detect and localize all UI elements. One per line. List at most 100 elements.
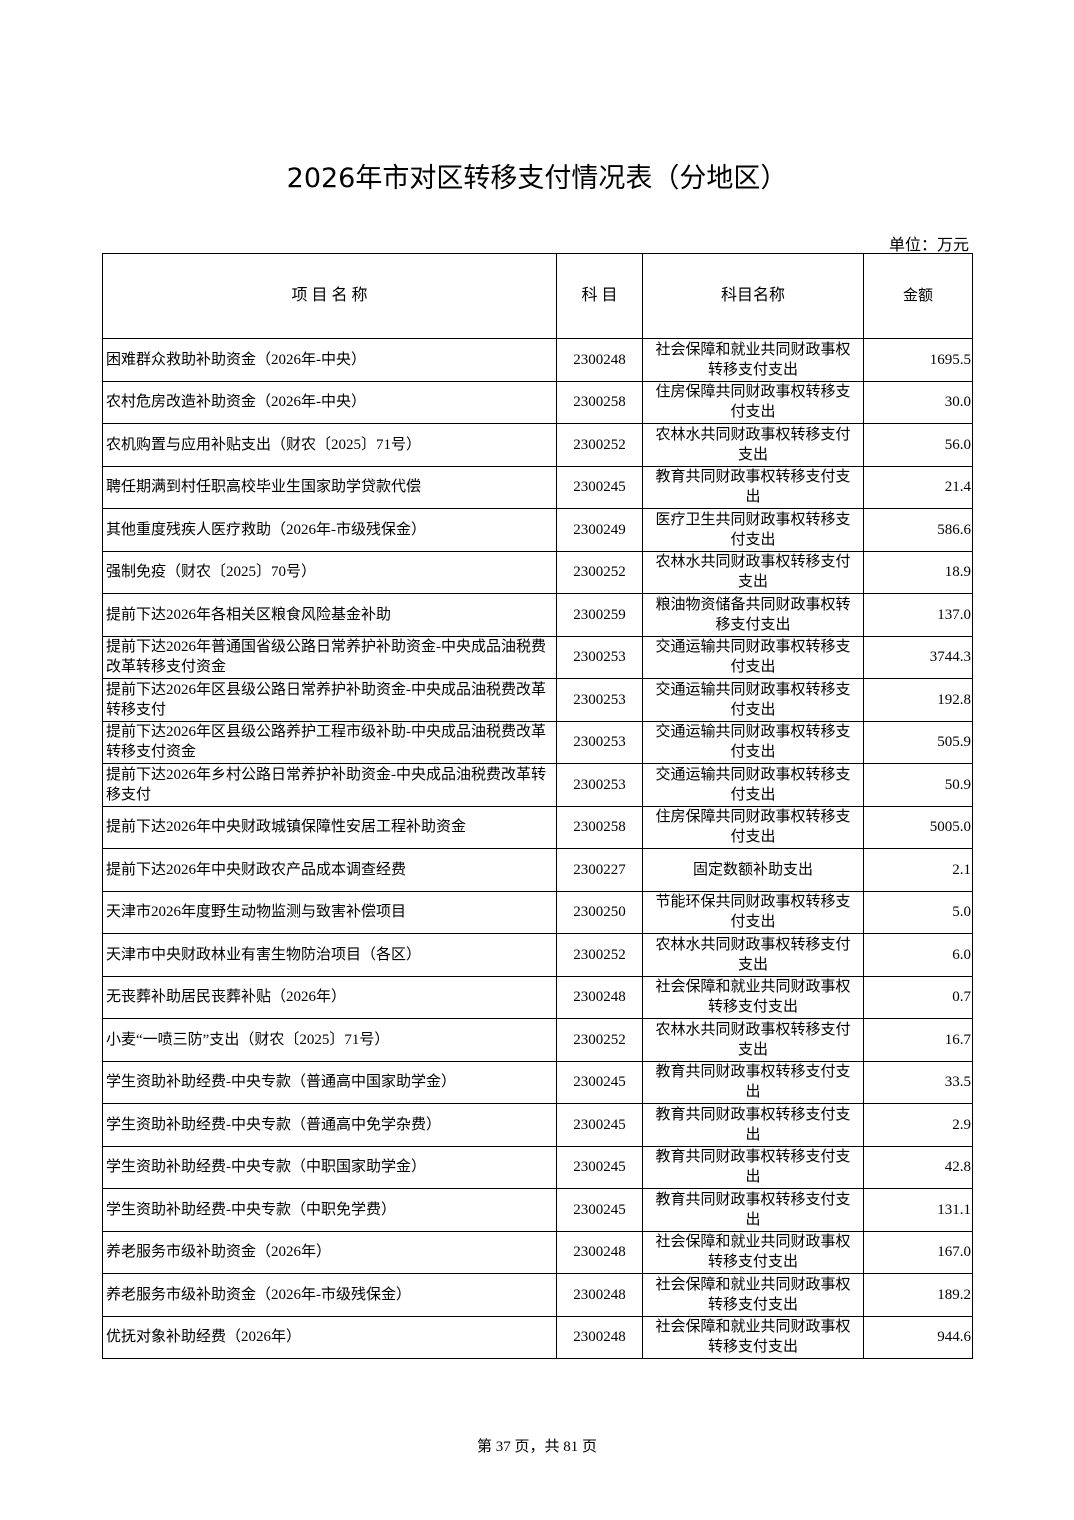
- project-name-cell: 提前下达2026年普通国省级公路日常养护补助资金-中央成品油税费改革转移支付资金: [102, 635, 557, 679]
- subject-name-cell: 交通运输共同财政事权转移支付支出: [642, 635, 864, 679]
- subject-code-cell: 2300253: [556, 678, 643, 722]
- table-row: 提前下达2026年乡村公路日常养护补助资金-中央成品油税费改革转移支付 23002…: [102, 763, 973, 807]
- table-row: 提前下达2026年区县级公路日常养护补助资金-中央成品油税费改革转移支付 2300…: [102, 678, 973, 722]
- subject-code-cell: 2300258: [556, 380, 643, 424]
- subject-name-cell: 节能环保共同财政事权转移支付支出: [642, 890, 864, 934]
- subject-name-cell: 教育共同财政事权转移支付支出: [642, 1103, 864, 1147]
- project-name-cell: 学生资助补助经费-中央专款（普通高中免学杂费）: [102, 1103, 557, 1147]
- amount-cell: 50.9: [863, 763, 973, 807]
- subject-code-cell: 2300248: [556, 1273, 643, 1317]
- subject-name-cell: 交通运输共同财政事权转移支付支出: [642, 763, 864, 807]
- project-name-cell: 提前下达2026年各相关区粮食风险基金补助: [102, 593, 557, 637]
- table-row: 学生资助补助经费-中央专款（普通高中国家助学金） 2300245 教育共同财政事权转…: [102, 1060, 973, 1104]
- subject-code-cell: 2300248: [556, 338, 643, 382]
- amount-cell: 167.0: [863, 1230, 973, 1274]
- amount-cell: 944.6: [863, 1315, 973, 1359]
- project-name-cell: 优抚对象补助经费（2026年）: [102, 1315, 557, 1359]
- table-row: 养老服务市级补助资金（2026年） 2300248 社会保障和就业共同财政事权转移支…: [102, 1230, 973, 1274]
- table-row: 天津市中央财政林业有害生物防治项目（各区） 2300252 农林水共同财政事权转移支…: [102, 933, 973, 977]
- amount-cell: 1695.5: [863, 338, 973, 382]
- amount-cell: 30.0: [863, 380, 973, 424]
- table-row: 提前下达2026年区县级公路养护工程市级补助-中央成品油税费改革转移支付资金 23…: [102, 720, 973, 764]
- table-row: 其他重度残疾人医疗救助（2026年-市级残保金） 2300249 医疗卫生共同财政事…: [102, 508, 973, 552]
- table-row: 学生资助补助经费-中央专款（普通高中免学杂费） 2300245 教育共同财政事权转移…: [102, 1103, 973, 1147]
- project-name-cell: 农村危房改造补助资金（2026年-中央）: [102, 380, 557, 424]
- project-name-cell: 天津市2026年度野生动物监测与致害补偿项目: [102, 890, 557, 934]
- header-project-name: 项 目 名 称: [102, 253, 557, 339]
- table-row: 聘任期满到村任职高校毕业生国家助学贷款代偿 2300245 教育共同财政事权转移支付…: [102, 465, 973, 509]
- subject-name-cell: 固定数额补助支出: [642, 848, 864, 892]
- subject-code-cell: 2300252: [556, 423, 643, 467]
- project-name-cell: 学生资助补助经费-中央专款（中职免学费）: [102, 1188, 557, 1232]
- table-row: 小麦“一喷三防”支出（财农〔2025〕71号） 2300252 农林水共同财政事权转…: [102, 1018, 973, 1062]
- subject-name-cell: 交通运输共同财政事权转移支付支出: [642, 720, 864, 764]
- subject-code-cell: 2300253: [556, 763, 643, 807]
- subject-code-cell: 2300250: [556, 890, 643, 934]
- amount-cell: 131.1: [863, 1188, 973, 1232]
- table-row: 提前下达2026年中央财政城镇保障性安居工程补助资金 2300258 住房保障共同财…: [102, 805, 973, 849]
- table-header-row: 项 目 名 称 科 目 科目名称 金额: [102, 253, 973, 339]
- subject-code-cell: 2300253: [556, 720, 643, 764]
- project-name-cell: 提前下达2026年中央财政农产品成本调查经费: [102, 848, 557, 892]
- subject-code-cell: 2300252: [556, 1018, 643, 1062]
- subject-name-cell: 社会保障和就业共同财政事权转移支付支出: [642, 975, 864, 1019]
- project-name-cell: 困难群众救助补助资金（2026年-中央）: [102, 338, 557, 382]
- subject-name-cell: 教育共同财政事权转移支付支出: [642, 465, 864, 509]
- table-row: 学生资助补助经费-中央专款（中职免学费） 2300245 教育共同财政事权转移支付支…: [102, 1188, 973, 1232]
- amount-cell: 33.5: [863, 1060, 973, 1104]
- table-row: 优抚对象补助经费（2026年） 2300248 社会保障和就业共同财政事权转移支付支…: [102, 1315, 973, 1359]
- amount-cell: 3744.3: [863, 635, 973, 679]
- project-name-cell: 其他重度残疾人医疗救助（2026年-市级残保金）: [102, 508, 557, 552]
- subject-name-cell: 农林水共同财政事权转移支付支出: [642, 550, 864, 594]
- subject-code-cell: 2300248: [556, 975, 643, 1019]
- amount-cell: 2.1: [863, 848, 973, 892]
- unit-label: 单位：万元: [888, 237, 969, 254]
- subject-name-cell: 社会保障和就业共同财政事权转移支付支出: [642, 338, 864, 382]
- table-row: 提前下达2026年普通国省级公路日常养护补助资金-中央成品油税费改革转移支付资金…: [102, 635, 973, 679]
- subject-name-cell: 教育共同财政事权转移支付支出: [642, 1060, 864, 1104]
- subject-name-cell: 教育共同财政事权转移支付支出: [642, 1188, 864, 1232]
- project-name-cell: 提前下达2026年区县级公路养护工程市级补助-中央成品油税费改革转移支付资金: [102, 720, 557, 764]
- subject-code-cell: 2300258: [556, 805, 643, 849]
- subject-name-cell: 农林水共同财政事权转移支付支出: [642, 423, 864, 467]
- subject-name-cell: 社会保障和就业共同财政事权转移支付支出: [642, 1230, 864, 1274]
- subject-code-cell: 2300249: [556, 508, 643, 552]
- table-row: 农村危房改造补助资金（2026年-中央） 2300258 住房保障共同财政事权转移支…: [102, 380, 973, 424]
- amount-cell: 586.6: [863, 508, 973, 552]
- table-row: 学生资助补助经费-中央专款（中职国家助学金） 2300245 教育共同财政事权转移支…: [102, 1145, 973, 1189]
- table-row: 强制免疫（财农〔2025〕70号） 2300252 农林水共同财政事权转移支付支出 1…: [102, 550, 973, 594]
- subject-code-cell: 2300245: [556, 1060, 643, 1104]
- subject-name-cell: 社会保障和就业共同财政事权转移支付支出: [642, 1273, 864, 1317]
- subject-code-cell: 2300245: [556, 1145, 643, 1189]
- amount-cell: 137.0: [863, 593, 973, 637]
- subject-code-cell: 2300252: [556, 550, 643, 594]
- table-row: 天津市2026年度野生动物监测与致害补偿项目 2300250 节能环保共同财政事权转…: [102, 890, 973, 934]
- project-name-cell: 农机购置与应用补贴支出（财农〔2025〕71号）: [102, 423, 557, 467]
- subject-name-cell: 农林水共同财政事权转移支付支出: [642, 933, 864, 977]
- header-subject-name: 科目名称: [642, 253, 864, 339]
- page-title: 2026年市对区转移支付情况表（分地区）: [286, 163, 788, 194]
- project-name-cell: 学生资助补助经费-中央专款（中职国家助学金）: [102, 1145, 557, 1189]
- amount-cell: 42.8: [863, 1145, 973, 1189]
- table-row: 养老服务市级补助资金（2026年-市级残保金） 2300248 社会保障和就业共同财…: [102, 1273, 973, 1317]
- project-name-cell: 提前下达2026年区县级公路日常养护补助资金-中央成品油税费改革转移支付: [102, 678, 557, 722]
- project-name-cell: 无丧葬补助居民丧葬补贴（2026年）: [102, 975, 557, 1019]
- subject-code-cell: 2300245: [556, 1103, 643, 1147]
- table-row: 无丧葬补助居民丧葬补贴（2026年） 2300248 社会保障和就业共同财政事权转移…: [102, 975, 973, 1019]
- project-name-cell: 提前下达2026年乡村公路日常养护补助资金-中央成品油税费改革转移支付: [102, 763, 557, 807]
- project-name-cell: 天津市中央财政林业有害生物防治项目（各区）: [102, 933, 557, 977]
- project-name-cell: 学生资助补助经费-中央专款（普通高中国家助学金）: [102, 1060, 557, 1104]
- subject-name-cell: 社会保障和就业共同财政事权转移支付支出: [642, 1315, 864, 1359]
- amount-cell: 192.8: [863, 678, 973, 722]
- subject-name-cell: 医疗卫生共同财政事权转移支付支出: [642, 508, 864, 552]
- table-row: 提前下达2026年各相关区粮食风险基金补助 2300259 粮油物资储备共同财政事权…: [102, 593, 973, 637]
- subject-name-cell: 粮油物资储备共同财政事权转移支付支出: [642, 593, 864, 637]
- page-number: 第 37 页，共 81 页: [476, 1439, 597, 1455]
- amount-cell: 2.9: [863, 1103, 973, 1147]
- project-name-cell: 聘任期满到村任职高校毕业生国家助学贷款代偿: [102, 465, 557, 509]
- project-name-cell: 养老服务市级补助资金（2026年）: [102, 1230, 557, 1274]
- project-name-cell: 强制免疫（财农〔2025〕70号）: [102, 550, 557, 594]
- amount-cell: 21.4: [863, 465, 973, 509]
- subject-code-cell: 2300253: [556, 635, 643, 679]
- header-subject-code: 科 目: [556, 253, 643, 339]
